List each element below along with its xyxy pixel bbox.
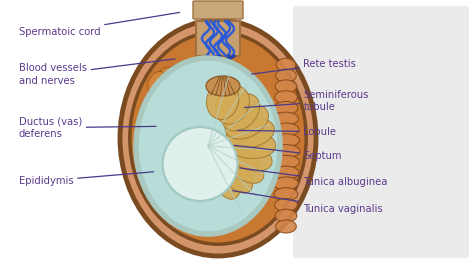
Ellipse shape [240,71,258,94]
Text: Lobule: Lobule [237,127,337,137]
Ellipse shape [273,155,300,168]
Ellipse shape [273,134,300,147]
Ellipse shape [222,94,260,131]
Ellipse shape [273,177,299,190]
Text: Blood vessels
and nerves: Blood vessels and nerves [19,59,175,86]
Ellipse shape [130,32,306,244]
Ellipse shape [276,69,296,82]
Ellipse shape [219,64,241,83]
Ellipse shape [274,198,297,211]
Text: Septum: Septum [234,145,342,161]
Ellipse shape [274,91,297,104]
Ellipse shape [275,209,297,222]
Ellipse shape [226,118,274,148]
Ellipse shape [148,71,165,94]
Ellipse shape [276,58,296,71]
Ellipse shape [216,86,249,124]
Ellipse shape [177,63,201,80]
Ellipse shape [276,220,296,233]
FancyBboxPatch shape [293,6,469,258]
Text: Rete testis: Rete testis [252,59,356,74]
Text: Ductus (vas)
deferens: Ductus (vas) deferens [19,117,156,139]
Ellipse shape [225,141,272,171]
Text: Tunica albuginea: Tunica albuginea [240,168,388,187]
Text: Seminiferous
tubule: Seminiferous tubule [245,90,369,112]
Ellipse shape [213,161,240,199]
Ellipse shape [219,155,253,193]
Ellipse shape [273,112,299,125]
Ellipse shape [206,76,240,96]
Ellipse shape [136,58,280,234]
Ellipse shape [274,101,298,114]
Ellipse shape [205,63,229,80]
Ellipse shape [273,166,299,179]
Text: Tunica vaginalis: Tunica vaginalis [233,191,383,214]
Ellipse shape [231,67,251,88]
Ellipse shape [226,130,276,159]
Ellipse shape [120,20,316,256]
Ellipse shape [155,67,175,88]
Ellipse shape [191,62,215,78]
Ellipse shape [223,149,264,183]
Ellipse shape [225,105,268,139]
Text: Epididymis: Epididymis [19,172,154,186]
FancyBboxPatch shape [193,1,243,19]
FancyBboxPatch shape [196,21,240,56]
Ellipse shape [163,127,237,201]
Text: Spermatoic cord: Spermatoic cord [19,13,180,37]
Ellipse shape [274,188,298,201]
Ellipse shape [272,144,300,157]
Ellipse shape [273,123,299,136]
Ellipse shape [165,64,187,83]
Ellipse shape [275,80,297,93]
Ellipse shape [207,82,239,119]
